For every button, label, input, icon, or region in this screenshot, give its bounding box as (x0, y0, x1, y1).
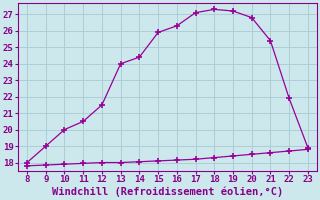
X-axis label: Windchill (Refroidissement éolien,°C): Windchill (Refroidissement éolien,°C) (52, 187, 283, 197)
